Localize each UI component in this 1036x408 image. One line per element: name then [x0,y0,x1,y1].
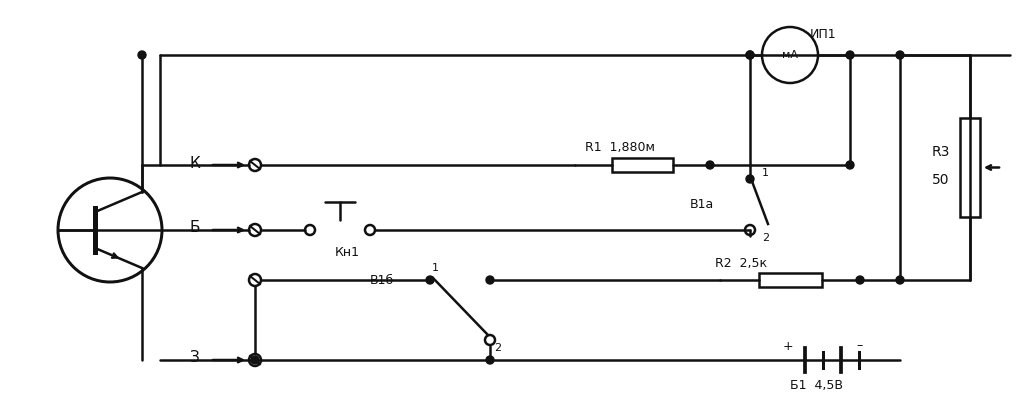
Text: К: К [190,155,200,171]
Circle shape [746,175,754,183]
Circle shape [486,276,494,284]
Bar [612,158,672,172]
Circle shape [846,51,854,59]
Text: R1  1,880м: R1 1,880м [585,140,655,153]
Text: 50: 50 [932,173,950,186]
Circle shape [856,276,864,284]
Circle shape [746,51,754,59]
Text: 1: 1 [762,168,769,178]
Text: Кн1: Кн1 [335,246,359,259]
Circle shape [138,51,146,59]
Circle shape [746,51,754,59]
Bar [758,273,822,287]
Circle shape [896,276,904,284]
Text: З: З [191,350,200,366]
Text: +: + [782,339,794,353]
Text: R3: R3 [932,146,950,160]
Circle shape [706,161,714,169]
Text: В1а: В1а [690,197,714,211]
Circle shape [251,356,259,364]
Text: Б: Б [190,220,200,235]
Text: 2: 2 [762,233,769,243]
Text: ИП1: ИП1 [810,29,837,42]
Bar [960,118,980,217]
Text: Б1  4,5В: Б1 4,5В [790,379,843,392]
Text: 2: 2 [494,343,501,353]
Text: 1: 1 [432,263,439,273]
Circle shape [846,161,854,169]
Circle shape [486,356,494,364]
Circle shape [426,276,434,284]
Circle shape [896,51,904,59]
Text: мА: мА [782,50,798,60]
Text: –: – [857,339,863,353]
Text: R2  2,5к: R2 2,5к [715,257,767,270]
Text: В1б: В1б [370,273,395,286]
